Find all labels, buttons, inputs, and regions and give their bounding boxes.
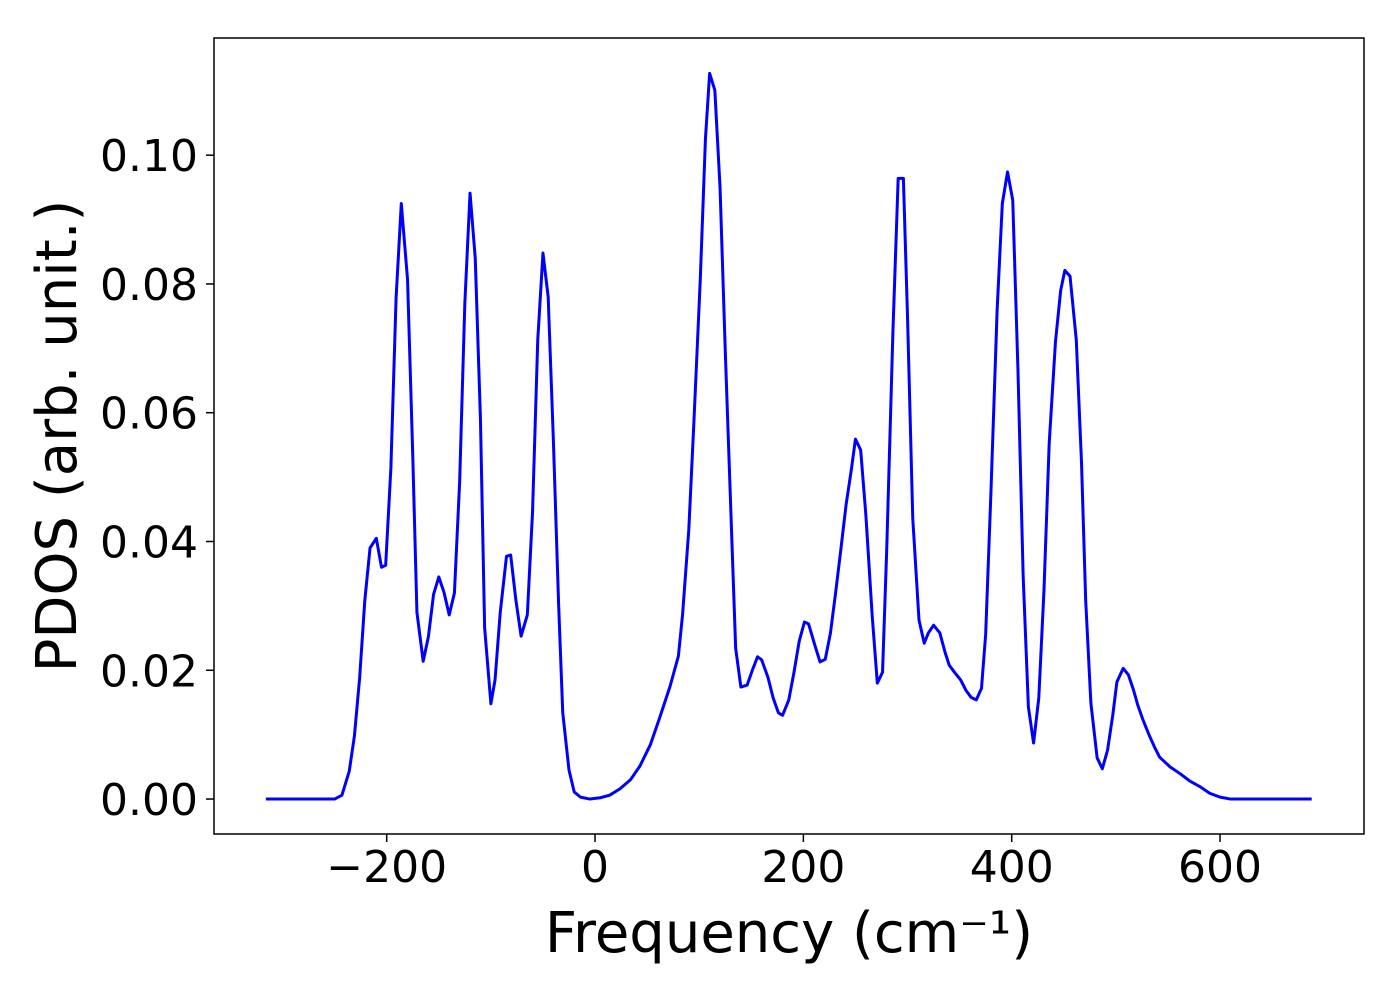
data-line [265, 71, 1312, 801]
x-tick-label: 600 [1178, 842, 1262, 893]
y-axis-label: PDOS (arb. unit.) [25, 200, 90, 673]
y-tick-label: 0.00 [100, 775, 198, 826]
y-tick-label: 0.02 [100, 646, 198, 697]
x-tick-label: −200 [326, 842, 447, 893]
y-tick-label: 0.08 [100, 260, 198, 311]
y-tick-label: 0.04 [100, 517, 198, 568]
x-tick-label: 200 [761, 842, 845, 893]
y-tick-label: 0.06 [100, 389, 198, 440]
x-tick-label: 0 [581, 842, 609, 893]
y-tick-label: 0.10 [100, 131, 198, 182]
x-tick-label: 400 [970, 842, 1054, 893]
plot-frame [213, 37, 1365, 835]
x-axis-label: Frequency (cm⁻¹) [545, 901, 1033, 966]
